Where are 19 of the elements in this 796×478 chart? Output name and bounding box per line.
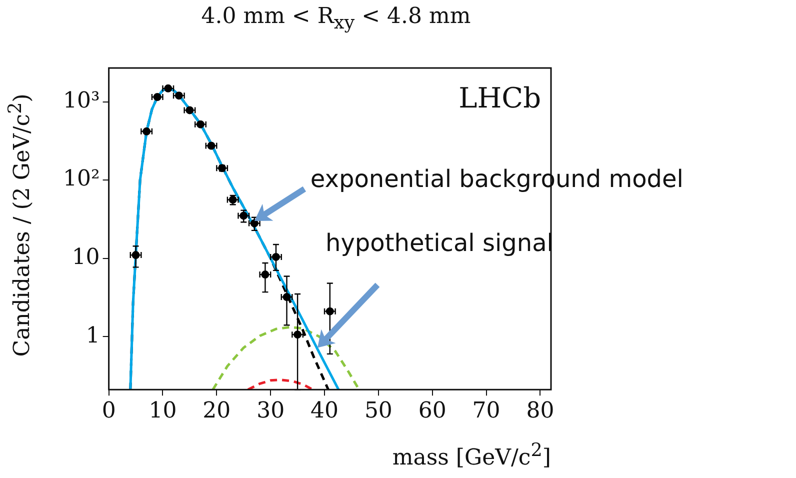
x-tick-label: 0: [102, 398, 116, 424]
x-tick-label: 80: [526, 398, 554, 424]
x-tick-label: 10: [148, 398, 177, 424]
x-axis-title: mass [GeV/c$^{2}$]: [392, 440, 551, 470]
annotation: LHCb: [458, 81, 541, 114]
x-tick-label: 60: [418, 398, 446, 424]
x-tick-label: 70: [472, 398, 500, 424]
line-series: [212, 326, 360, 390]
chart-title: 4.0 mm < R$_{xy}$ < 4.8 mm: [200, 4, 472, 34]
y-tick-label: 10²: [62, 166, 100, 192]
x-tick-label: 30: [256, 398, 285, 424]
y-tick-label: 10³: [62, 88, 100, 114]
annotation: hypothetical signal: [325, 229, 554, 258]
y-tick-label: 10: [72, 245, 100, 270]
x-tick-label: 40: [310, 398, 339, 424]
x-tick-label: 20: [202, 398, 231, 424]
x-tick-label: 50: [364, 398, 392, 424]
line-series: [246, 378, 314, 390]
y-tick-label: 1: [86, 323, 100, 348]
